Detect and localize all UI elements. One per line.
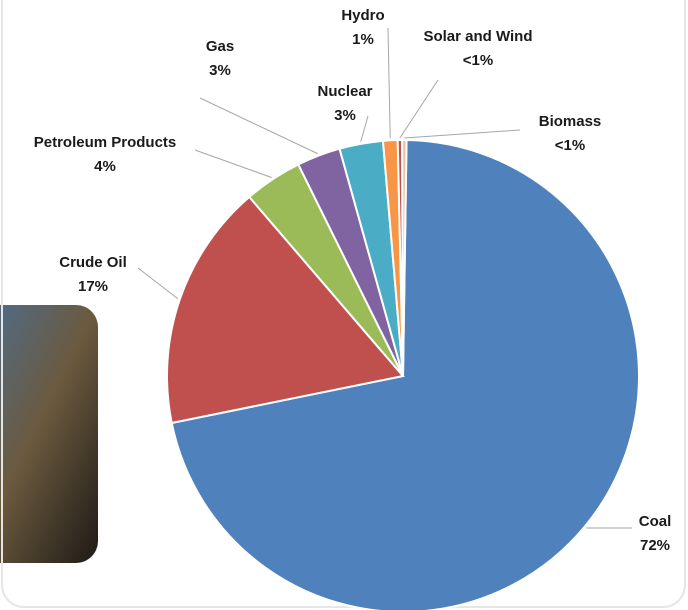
leader-line: [387, 27, 391, 139]
slice: [166, 195, 405, 425]
slice-label: Coal: [639, 513, 672, 530]
photo: [0, 305, 98, 563]
slice: [170, 139, 640, 610]
slice-label: Gas: [206, 38, 234, 55]
leader-line: [404, 129, 521, 139]
slice-value: 17%: [78, 278, 108, 295]
slice-value: 4%: [94, 158, 116, 175]
slice-label: Crude Oil: [59, 254, 127, 271]
slice: [401, 139, 408, 377]
slice-value: 72%: [640, 537, 670, 554]
leader-line: [194, 149, 272, 178]
slice-label: Petroleum Products: [34, 134, 177, 151]
slice-value: <1%: [463, 52, 493, 69]
leader-line: [360, 115, 369, 142]
slice-label: Biomass: [539, 113, 602, 130]
slice-label: Solar and Wind: [423, 28, 532, 45]
slice-value: 3%: [209, 62, 231, 79]
leader-line: [399, 79, 439, 139]
slice-value: <1%: [555, 137, 585, 154]
slice-label: Nuclear: [317, 83, 372, 100]
slice-label: Hydro: [341, 7, 384, 24]
slice-value: 3%: [334, 107, 356, 124]
slice-value: 1%: [352, 31, 374, 48]
leader-line: [199, 97, 319, 155]
leader-line: [137, 267, 179, 300]
